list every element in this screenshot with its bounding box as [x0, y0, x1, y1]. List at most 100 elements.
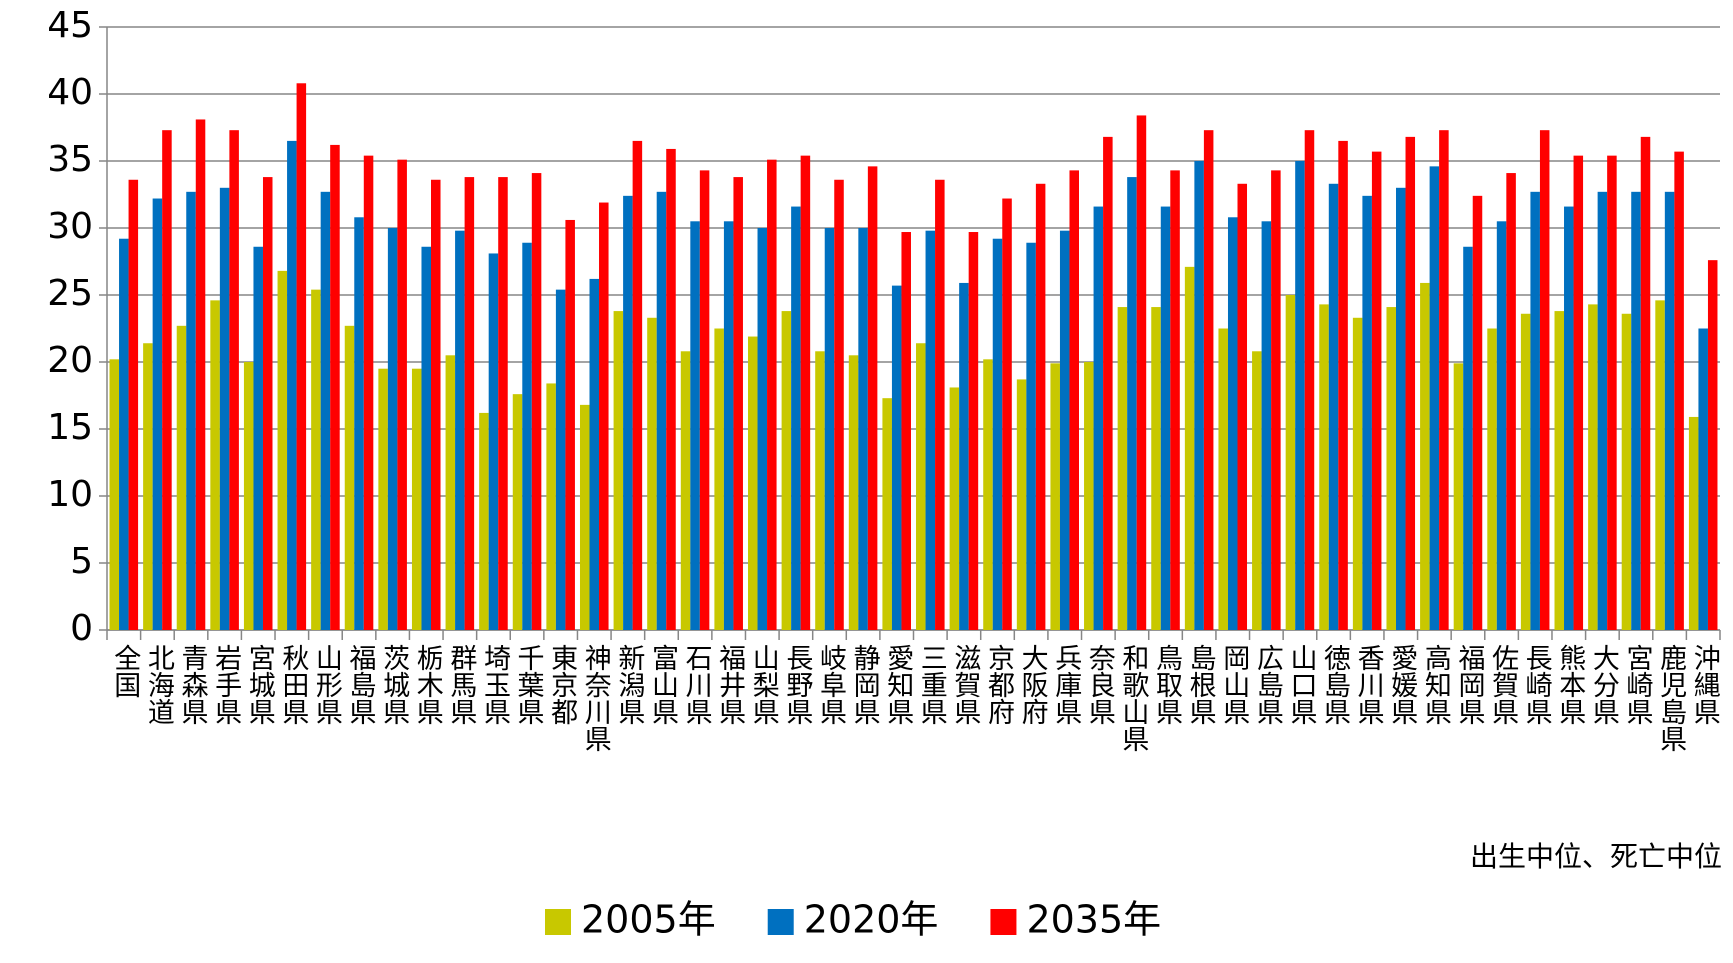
x-tick-label: 秋田県 — [277, 644, 309, 725]
bar — [1170, 170, 1180, 630]
bar — [1093, 206, 1104, 630]
x-tick-label: 岩手県 — [210, 644, 242, 725]
bar — [1237, 183, 1248, 630]
bar — [431, 179, 441, 630]
bar — [1160, 206, 1171, 630]
bar — [901, 232, 911, 630]
x-tick-label: 愛媛県 — [1386, 644, 1418, 725]
legend-swatch — [767, 909, 794, 935]
bar — [397, 159, 407, 630]
bar — [1069, 170, 1080, 630]
bar — [1184, 266, 1195, 630]
bar — [387, 228, 398, 630]
bar — [1506, 173, 1516, 630]
bar — [690, 221, 700, 631]
x-tick-label: 大阪府 — [1017, 644, 1048, 725]
y-tick-label: 35 — [47, 139, 93, 180]
bar — [1539, 130, 1550, 630]
y-tick-label: 10 — [47, 474, 93, 515]
bar — [1386, 307, 1396, 630]
bar — [1655, 300, 1665, 630]
note: 出生中位、死亡中位 — [1470, 840, 1722, 873]
bar — [363, 155, 374, 630]
bar — [1319, 304, 1329, 630]
x-tick-label: 岐阜県 — [815, 644, 846, 725]
bar — [1607, 155, 1617, 630]
bar — [733, 177, 743, 630]
bar — [522, 242, 532, 631]
bar — [632, 140, 643, 630]
x-tick-label: 和歌山県 — [1117, 644, 1149, 752]
x-tick-label: 高知県 — [1420, 644, 1452, 725]
bar — [546, 383, 556, 630]
y-tick-label: 5 — [70, 541, 93, 582]
bar — [1530, 191, 1540, 630]
bar — [109, 359, 120, 630]
bar — [119, 238, 129, 630]
bar — [757, 228, 768, 630]
bar — [723, 221, 734, 631]
bar — [1084, 362, 1094, 630]
x-tick-label: 東京都 — [546, 644, 578, 725]
x-tick-label: 佐賀県 — [1487, 644, 1519, 725]
x-tick-label: 千葉県 — [513, 644, 545, 725]
x-tick-label: 福井県 — [714, 644, 746, 725]
bar — [152, 198, 163, 630]
bar — [1487, 328, 1497, 630]
bar — [311, 289, 321, 630]
x-tick-label: 奈良県 — [1084, 644, 1116, 725]
bar — [1395, 187, 1406, 631]
bar — [512, 394, 523, 630]
bar — [815, 351, 825, 630]
x-tick-label: 京都府 — [983, 644, 1015, 725]
bar — [767, 159, 777, 630]
bar — [579, 404, 590, 630]
bar — [1035, 183, 1046, 630]
bar — [1588, 304, 1598, 630]
x-tick-label: 熊本県 — [1554, 644, 1586, 725]
bar — [992, 238, 1003, 630]
legend-swatch — [545, 909, 571, 935]
bar — [1026, 242, 1036, 631]
bar — [647, 317, 657, 630]
bar — [656, 191, 667, 630]
bar — [791, 206, 801, 630]
bar — [1261, 221, 1272, 631]
bar — [464, 177, 475, 630]
bar — [699, 170, 710, 630]
bar — [1362, 195, 1372, 630]
bar — [195, 119, 206, 631]
bar — [555, 289, 566, 630]
x-tick-label: 山梨県 — [748, 644, 780, 725]
bar — [1640, 136, 1651, 630]
x-tick-label: 鹿児島県 — [1655, 644, 1687, 752]
x-tick-label: 富山県 — [647, 644, 678, 725]
bar — [680, 351, 691, 630]
bar — [1127, 177, 1137, 630]
x-tick-label: 北海道 — [143, 644, 175, 725]
bar — [1203, 130, 1214, 630]
x-tick-label: 大分県 — [1588, 644, 1619, 725]
bar — [296, 83, 307, 630]
bar — [186, 191, 196, 630]
x-tick-label: 岡山県 — [1218, 644, 1249, 725]
bar — [229, 130, 239, 630]
y-tick-label: 30 — [47, 206, 93, 247]
legend-label: 2035年 — [1026, 898, 1161, 942]
y-tick-label: 0 — [70, 608, 93, 649]
y-tick-label: 15 — [47, 407, 93, 448]
bar — [867, 166, 878, 631]
bar — [983, 359, 993, 630]
bar — [1453, 363, 1464, 630]
x-tick-label: 長野県 — [781, 644, 812, 725]
bar — [455, 230, 465, 630]
bar — [623, 195, 633, 630]
x-tick-label: 福島県 — [345, 644, 377, 725]
bar — [1338, 140, 1348, 630]
bar — [128, 179, 139, 630]
bar — [925, 230, 936, 630]
bar — [344, 325, 355, 630]
bar — [1352, 317, 1363, 630]
bar — [1405, 136, 1416, 630]
